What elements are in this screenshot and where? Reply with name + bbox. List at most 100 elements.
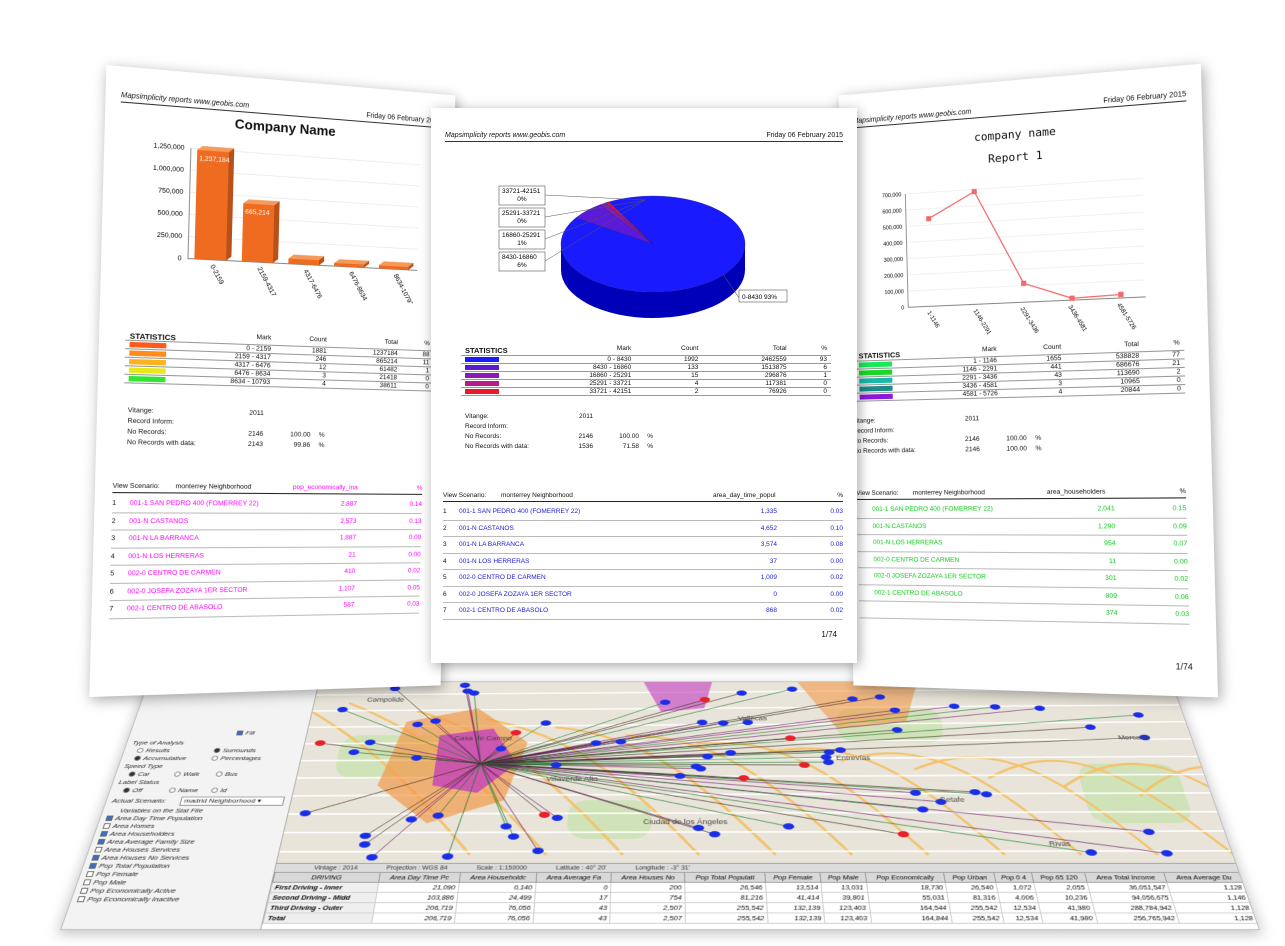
variable-checkbox[interactable]: Area Houses No Services [91,854,191,861]
variable-checkbox[interactable]: Area Day Time Population [105,815,204,822]
grid-row[interactable]: First Driving - Inner 21,090 0,140 0 200 26,5… [270,882,1247,892]
radio-indicator[interactable] [128,772,136,777]
location-marker[interactable] [660,700,670,705]
pie-slice-label: 8430-16860 [502,254,537,261]
variable-checkbox[interactable]: Pop Economically Inactive [76,895,180,903]
grid-column-header[interactable]: Area Householdc [459,872,537,882]
grid-row[interactable]: Second Driving - Midd 103,886 24,499 17 754 8… [268,892,1251,902]
location-marker[interactable] [675,773,686,779]
radio-indicator[interactable] [168,788,176,793]
panel-radio-option[interactable]: Off [122,787,143,794]
panel-radio-option[interactable]: Percentages [211,755,262,761]
panel-radio-option[interactable]: Name [168,787,199,794]
grid-row[interactable]: Third Driving - Outer 206,719 76,056 43 2,50… [266,903,1255,913]
checkbox-indicator[interactable] [102,824,110,829]
scenario-row-percent: 0.03 [354,601,419,609]
variable-checkbox[interactable]: Area Houses Services [94,846,181,853]
report-date: Friday 06 February 2015 [766,132,843,139]
radio-indicator[interactable] [173,772,181,777]
variable-checkbox[interactable]: Area Average Family Size [97,838,196,845]
checkbox-indicator[interactable] [100,831,109,837]
scenario-row-percent: 0.06 [1117,592,1189,600]
panel-radio-option[interactable]: Walk [173,771,200,778]
statistics-count: 4 [1002,387,1067,397]
line-category-label: 2291-3436 [1018,306,1039,335]
scenario-row-percent: 0.02 [1117,575,1189,583]
variable-checkbox[interactable]: Pop Economically Active [79,887,176,895]
grid-column-header[interactable]: Pop Urban [944,872,996,882]
grid-cell: 41,980 [1038,903,1095,913]
grid-column-header[interactable]: Pop Economically [865,872,946,882]
variable-checkbox[interactable]: Pop Male [82,879,127,887]
line-y-tick-label: 100,000 [884,289,904,296]
grid-column-header[interactable]: Pop Female [765,872,821,882]
statistics-row: 0 - 8430 1992 2462559 93 [461,355,831,363]
radio-indicator[interactable] [213,748,221,753]
scenario-row: 1 001-1 SAN PEDRO 400 (FOMERREY 22) 1,335 0… [443,504,843,521]
map-place-label: Rivas [1048,840,1071,848]
map-canvas[interactable]: Campolide Casa de Campo Villaverde Alto Ciu… [277,682,1237,863]
grid-column-header[interactable]: Area Total Income [1084,872,1167,882]
radio-indicator[interactable] [136,748,144,753]
panel-radio-option[interactable]: Results [136,747,171,753]
legend-swatch [859,361,892,367]
checkbox-indicator[interactable] [85,872,94,878]
grid-cell: 1,128 [1167,882,1247,892]
checkbox-indicator[interactable] [88,863,97,869]
grid-column-header[interactable]: Pop Male [820,872,866,882]
radio-indicator[interactable] [133,756,141,761]
variable-checkbox[interactable]: Area Householders [99,830,175,837]
record-info-unit: % [639,432,653,442]
checkbox-indicator[interactable] [91,855,100,861]
grid-cell: 164,544 [869,903,951,913]
variable-checkbox[interactable]: Pop Female [85,870,139,877]
variable-checkbox[interactable]: Pop Total Population [88,862,171,869]
grid-cell: 36,051,547 [1087,882,1171,892]
legend-swatch-cell [461,363,503,371]
grid-column-header[interactable]: DRIVING [273,872,380,882]
line-gridline [907,229,1144,242]
checkbox-indicator[interactable] [236,731,244,736]
scenario-label: View Scenario: [113,482,176,490]
checkbox-indicator[interactable] [105,816,113,821]
radio-indicator[interactable] [211,756,219,761]
statistics-row: 25291 - 33721 4 117381 0 [461,379,831,387]
grid-column-header[interactable]: Pop Total Populati [685,872,766,882]
checkbox-indicator[interactable] [97,839,106,845]
variable-checkbox[interactable]: Area Homes [102,823,155,830]
grid-column-header[interactable]: Area Average Fa [536,872,612,882]
scenario-row-name: 002-0 CENTRO DE CARMEN [873,556,1061,565]
statistics-total: 38611 [330,380,401,390]
checkbox-indicator[interactable] [80,888,89,894]
map-status-bar: Vintage : 2014 Projection : WGS 84 Scale… [275,863,1241,872]
scenario-row-value: 11 [1061,557,1116,565]
scenario-row-name: 002-0 JOSEFA ZOZAYA 1ER SECTOR [127,586,302,596]
panel-radio-option[interactable]: Bus [215,771,238,778]
scenario-row-value: 4,652 [725,525,777,532]
panel-radio-option[interactable]: Id [210,787,227,794]
grid-row[interactable]: Total 206,719 76,056 43 2,507 255,542 132,139 1… [263,913,1258,923]
grid-column-header[interactable]: Pop 65 120 [1031,872,1086,882]
panel-radio-option[interactable]: Accumulative [133,755,187,761]
checkbox-indicator[interactable] [94,847,103,853]
radio-indicator[interactable] [122,788,130,793]
fill-checkbox[interactable]: Fill [236,730,256,736]
panel-radio-option[interactable]: Car [128,771,151,778]
line-gridline [907,263,1144,275]
line-point [1021,281,1026,286]
grid-column-header[interactable]: Area Day Time Pc [378,872,460,882]
radio-indicator[interactable] [211,788,219,793]
grid-column-header[interactable]: Pop 0 4 [994,872,1034,882]
scenario-row: 3 001-N LA BARRANCA 1,887 0.09 [111,530,421,548]
radio-indicator[interactable] [215,772,223,777]
pie-slice-label: 33721-42151 [502,188,541,195]
checkbox-indicator[interactable] [83,880,92,886]
variable-label: Area Day Time Population [114,815,203,822]
grid-column-header[interactable]: Area Houses No [611,872,685,882]
grid-column-header[interactable]: Area Average Du [1164,872,1243,882]
checkbox-indicator[interactable] [77,897,86,903]
actual-scenario-select[interactable]: madrid Neighborhood ▾ [179,797,285,806]
map-view[interactable]: Campolide Casa de Campo Villaverde Alto Ciu… [277,682,1237,863]
statistics-pct: 93 [791,355,831,363]
panel-radio-option[interactable]: Surrounds [213,747,257,753]
